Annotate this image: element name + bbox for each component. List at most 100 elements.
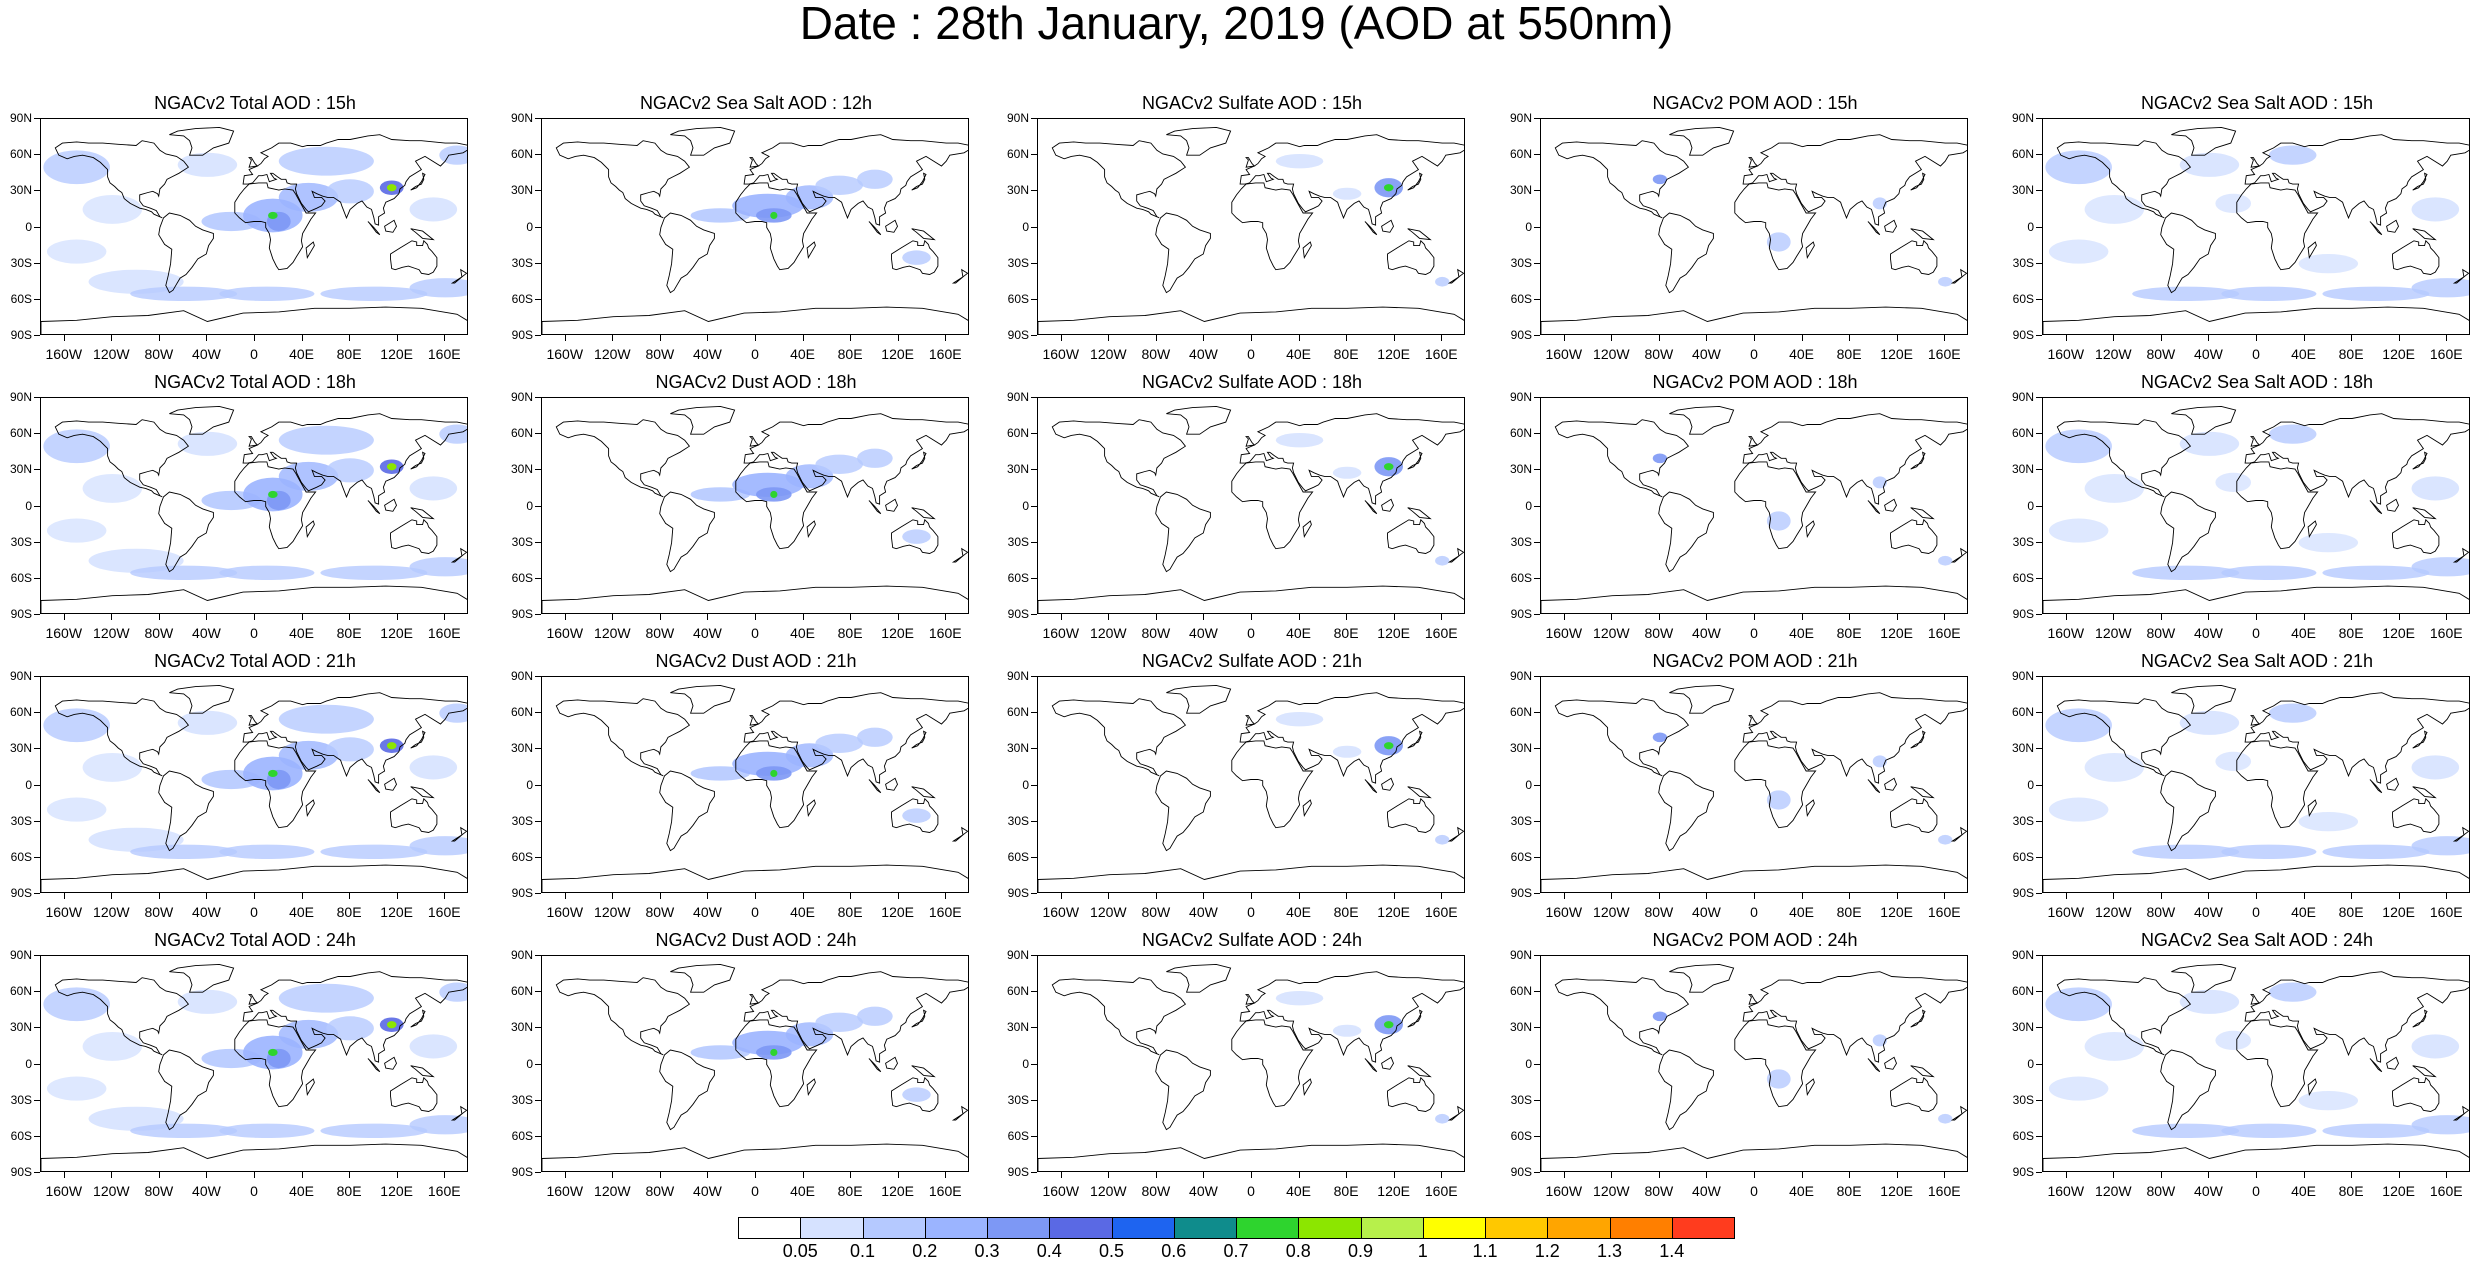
world-map <box>1038 405 1464 613</box>
latitude-label: 60S <box>1007 1128 1029 1143</box>
aod-shading <box>1766 1069 1791 1089</box>
coastline <box>659 1049 715 1131</box>
latitude-tick <box>535 433 541 435</box>
longitude-label: 40E <box>790 346 816 362</box>
latitude-label: 60S <box>1510 291 1532 306</box>
coastline <box>2412 786 2437 799</box>
aod-shading <box>1435 834 1450 845</box>
latitude-label: 30S <box>1510 813 1532 828</box>
latitude-label: 60S <box>10 291 32 306</box>
latitude-tick <box>34 676 40 677</box>
aod-shading <box>1435 276 1450 287</box>
coastline <box>1155 770 1211 852</box>
aod-shading <box>1766 511 1791 531</box>
panel-title: NGACv2 Sulfate AOD : 15h <box>1141 93 1363 113</box>
latitude-label: 0 <box>2027 777 2034 792</box>
colorbar-label: 0.2 <box>912 1241 938 1261</box>
coastline <box>2412 228 2437 241</box>
latitude-tick <box>1534 820 1540 822</box>
longitude-label: 80W <box>144 346 174 362</box>
colorbar-label: 0.7 <box>1223 1241 1249 1261</box>
coastline <box>1166 126 1232 156</box>
longitude-label: 40W <box>1692 625 1721 641</box>
coastline <box>2412 507 2437 520</box>
latitude-label: 60N <box>9 147 32 162</box>
coastline <box>1910 451 1926 470</box>
coastline <box>1554 140 1690 219</box>
coastline <box>806 520 816 538</box>
latitude-tick <box>535 190 541 192</box>
longitude-label: 80E <box>336 346 362 362</box>
world-map <box>542 126 968 334</box>
coastline <box>169 126 235 156</box>
longitude-tick <box>2303 893 2305 899</box>
latitude-tick <box>1031 712 1037 714</box>
longitude-label: 160E <box>427 625 461 641</box>
aod-shading <box>815 733 863 753</box>
latitude-tick <box>535 118 541 119</box>
aod-shading <box>219 286 315 302</box>
panel-title: NGACv2 Total AOD : 18h <box>154 372 356 392</box>
longitude-tick <box>1944 1172 1946 1178</box>
latitude-label: 90N <box>510 948 533 962</box>
aod-shading <box>1275 711 1324 727</box>
longitude-tick <box>444 1172 446 1178</box>
coastline <box>41 864 467 892</box>
coastline <box>1166 684 1232 714</box>
coastline <box>2250 715 2261 726</box>
longitude-label: 120W <box>93 346 130 362</box>
longitude-label: 160E <box>427 346 461 362</box>
aod-shading <box>690 766 751 781</box>
aod-shading <box>2215 472 2252 493</box>
latitude-label: 30N <box>510 741 533 756</box>
latitude-label: 0 <box>1022 1056 1029 1071</box>
coastline <box>1805 241 1815 259</box>
longitude-tick <box>1441 614 1443 620</box>
coastline <box>54 140 190 219</box>
longitude-label: 0 <box>751 346 759 362</box>
longitude-tick <box>2113 614 2115 620</box>
latitude-label: 90S <box>511 607 533 621</box>
coastline <box>2452 547 2469 563</box>
coastline <box>2236 182 2319 271</box>
aod-shading <box>2048 518 2109 543</box>
longitude-tick <box>1298 893 1300 899</box>
longitude-label: 120W <box>1593 1183 1630 1199</box>
latitude-tick <box>535 676 541 677</box>
coastline <box>2412 730 2428 749</box>
longitude-tick <box>612 893 614 899</box>
aod-shading <box>2179 152 2240 177</box>
coastline <box>1239 692 1464 784</box>
latitude-tick <box>2036 1099 2042 1101</box>
longitude-tick <box>802 893 804 899</box>
aod-shading <box>82 473 143 503</box>
latitude-label: 90N <box>1509 390 1532 404</box>
aod-shading <box>815 454 863 474</box>
latitude-label: 60N <box>1006 147 1029 162</box>
longitude-label: 40W <box>1189 1183 1218 1199</box>
latitude-tick <box>535 893 541 894</box>
coastline <box>911 1065 936 1078</box>
coastline <box>169 684 235 714</box>
coastline <box>885 498 899 512</box>
latitude-tick <box>34 190 40 192</box>
longitude-label: 120E <box>1377 1183 1411 1199</box>
latitude-label: 60N <box>1006 984 1029 999</box>
longitude-tick <box>1706 1172 1708 1178</box>
coastline <box>248 715 259 726</box>
longitude-tick <box>945 1172 947 1178</box>
coastline <box>2160 1049 2216 1131</box>
longitude-label: 40E <box>289 1183 315 1199</box>
coastline <box>2056 698 2192 777</box>
longitude-label: 80W <box>1644 625 1674 641</box>
coastline <box>1669 405 1735 435</box>
coastline <box>1407 730 1423 749</box>
coastline <box>749 715 760 726</box>
aod-shading <box>2298 1091 2359 1111</box>
latitude-tick <box>535 1135 541 1137</box>
longitude-tick <box>1108 335 1110 341</box>
longitude-tick <box>659 335 661 341</box>
longitude-tick <box>349 614 351 620</box>
coastline <box>2236 461 2319 550</box>
aod-shading <box>219 1123 315 1139</box>
